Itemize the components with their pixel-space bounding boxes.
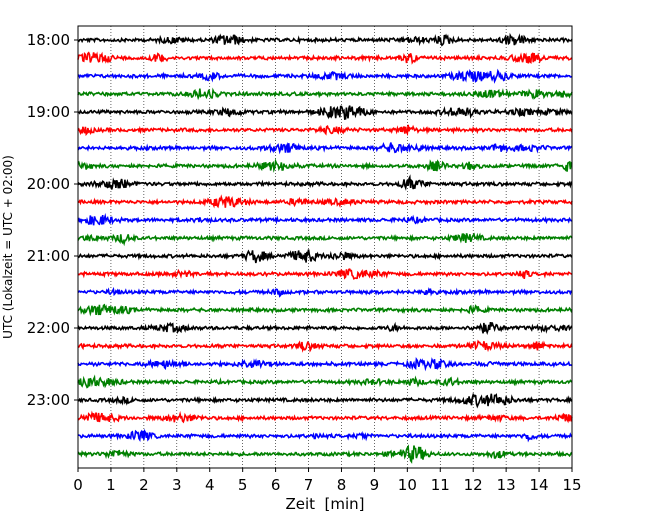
y-tick-label: 23:00 <box>27 391 70 409</box>
y-tick-label: 18:00 <box>27 31 70 49</box>
trace-row <box>77 339 573 353</box>
trace-row <box>77 68 573 84</box>
trace-row <box>77 444 573 464</box>
trace-row <box>77 374 573 389</box>
y-axis-label: UTC (Lokalzeit = UTC + 02:00) <box>1 155 15 339</box>
trace-row <box>77 249 573 264</box>
x-tick-label: 0 <box>73 476 83 494</box>
x-tick-label: 13 <box>497 476 516 494</box>
x-tick-label: 11 <box>431 476 450 494</box>
x-tick-label: 2 <box>139 476 149 494</box>
x-tick-label: 9 <box>370 476 380 494</box>
x-tick-label: 4 <box>205 476 215 494</box>
trace-row <box>77 356 573 372</box>
trace-row <box>77 124 573 137</box>
trace-row <box>77 428 573 443</box>
trace-row <box>77 51 573 65</box>
trace-row <box>77 392 573 409</box>
trace-row <box>77 410 573 424</box>
y-tick-label: 21:00 <box>27 247 70 265</box>
trace-row <box>77 174 573 191</box>
trace-row <box>77 303 573 317</box>
x-tick-label: 5 <box>238 476 248 494</box>
trace-rows <box>77 32 573 464</box>
y-axis-ticks: 18:00 19:00 20:00 21:00 22:00 23:00 <box>27 31 78 409</box>
x-tick-label: 3 <box>172 476 182 494</box>
trace-row <box>77 321 573 336</box>
trace-row <box>77 286 573 298</box>
plot-frame <box>77 25 573 469</box>
x-tick-label: 1 <box>106 476 116 494</box>
y-tick-label: 19:00 <box>27 103 70 121</box>
y-tick-label: 22:00 <box>27 319 70 337</box>
trace-row <box>77 87 573 101</box>
x-axis-ticks: 0 1 2 3 4 5 6 7 8 9 10 11 12 13 14 15 <box>73 468 582 494</box>
trace-row <box>77 194 573 209</box>
y-tick-label: 20:00 <box>27 175 70 193</box>
trace-row <box>77 158 573 173</box>
trace-row <box>77 268 573 280</box>
trace-row <box>77 212 573 226</box>
x-tick-label: 8 <box>337 476 347 494</box>
trace-row <box>77 105 573 121</box>
trace-row <box>77 141 573 155</box>
trace-row <box>77 232 573 247</box>
plot-background <box>78 26 572 468</box>
x-tick-label: 14 <box>530 476 549 494</box>
x-tick-label: 6 <box>271 476 281 494</box>
x-tick-label: 12 <box>464 476 483 494</box>
x-tick-label: 10 <box>398 476 417 494</box>
trace-row <box>77 32 573 47</box>
x-axis-label: Zeit [min] <box>285 495 364 513</box>
x-tick-label: 7 <box>304 476 314 494</box>
x-tick-label: 15 <box>562 476 581 494</box>
